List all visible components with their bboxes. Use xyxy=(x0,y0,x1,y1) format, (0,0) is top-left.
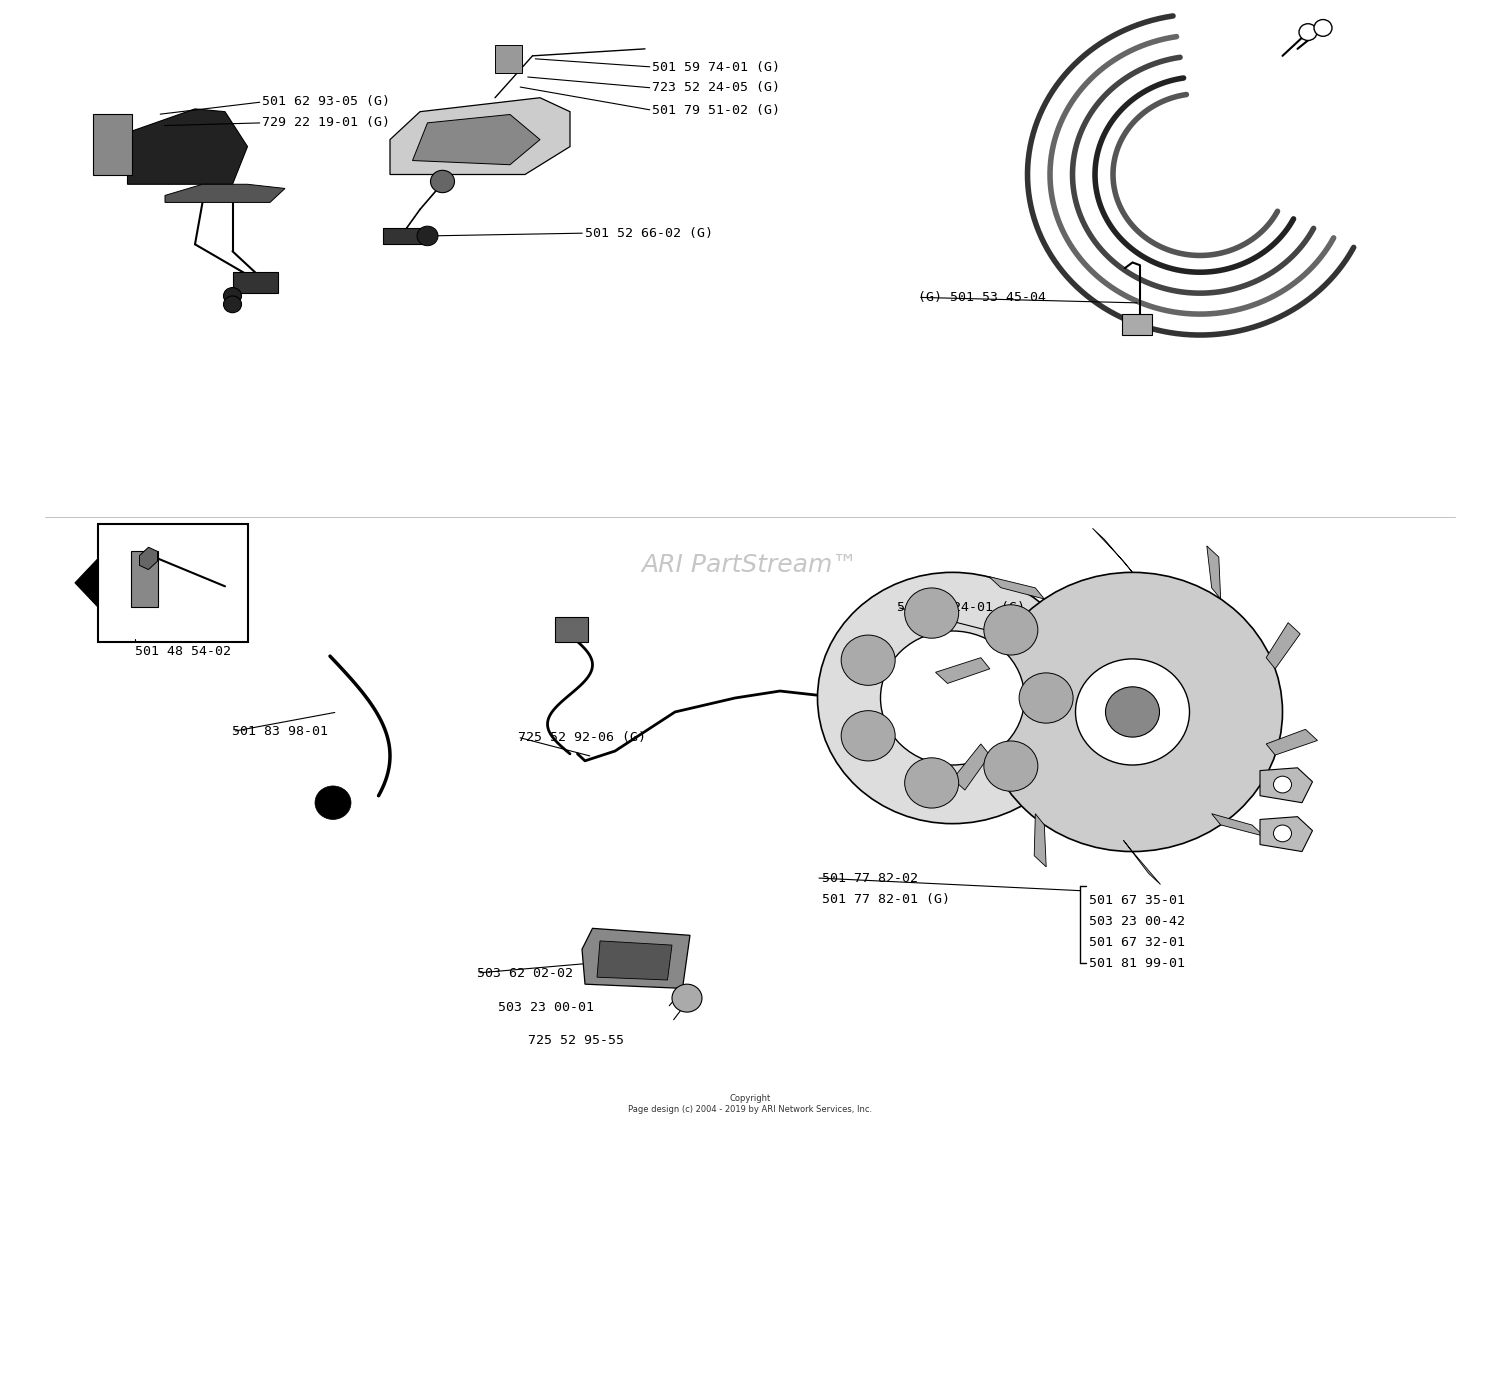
Polygon shape xyxy=(582,928,690,988)
Circle shape xyxy=(1274,825,1292,842)
Circle shape xyxy=(1076,659,1190,765)
Text: 725 52 95-55: 725 52 95-55 xyxy=(528,1033,624,1047)
Text: 501 79 51-02 (G): 501 79 51-02 (G) xyxy=(652,103,780,117)
Circle shape xyxy=(1274,776,1292,793)
Polygon shape xyxy=(1266,729,1317,755)
Text: 503 62 02-02: 503 62 02-02 xyxy=(477,966,573,980)
Circle shape xyxy=(224,296,242,313)
Text: 501 48 54-02: 501 48 54-02 xyxy=(135,645,231,658)
Polygon shape xyxy=(165,184,285,202)
Bar xyxy=(495,45,522,73)
Polygon shape xyxy=(1092,528,1132,572)
Text: Page design (c) 2004 - 2019 by ARI Network Services, Inc.: Page design (c) 2004 - 2019 by ARI Netwo… xyxy=(628,1106,872,1114)
Circle shape xyxy=(880,631,1024,765)
Circle shape xyxy=(1019,673,1072,723)
Circle shape xyxy=(224,288,242,304)
Circle shape xyxy=(982,572,1282,852)
Polygon shape xyxy=(128,109,248,184)
Polygon shape xyxy=(597,941,672,980)
Polygon shape xyxy=(1260,768,1312,803)
Polygon shape xyxy=(952,744,990,790)
Polygon shape xyxy=(140,547,158,570)
Polygon shape xyxy=(413,114,540,165)
Polygon shape xyxy=(1124,840,1161,885)
Text: 501 62 93-05 (G): 501 62 93-05 (G) xyxy=(262,95,390,109)
Circle shape xyxy=(1299,24,1317,40)
Circle shape xyxy=(842,635,896,685)
Text: 501 83 98-01: 501 83 98-01 xyxy=(232,725,328,738)
Bar xyxy=(555,617,588,642)
Circle shape xyxy=(818,572,1088,824)
Text: 501 67 32-01: 501 67 32-01 xyxy=(1089,935,1185,949)
Text: 729 22 19-01 (G): 729 22 19-01 (G) xyxy=(262,116,390,130)
Polygon shape xyxy=(1034,814,1046,867)
Polygon shape xyxy=(1212,814,1264,836)
Polygon shape xyxy=(1260,817,1312,852)
Circle shape xyxy=(672,984,702,1012)
Circle shape xyxy=(430,170,454,193)
Text: 501 59 74-01 (G): 501 59 74-01 (G) xyxy=(652,60,780,74)
Text: 503 23 00-01: 503 23 00-01 xyxy=(498,1001,594,1015)
Text: 501 67 35-01: 501 67 35-01 xyxy=(1089,893,1185,907)
Bar xyxy=(382,228,424,244)
Text: (G) 501 53 45-04: (G) 501 53 45-04 xyxy=(918,290,1046,304)
Bar xyxy=(1122,314,1152,335)
Text: 501 77 82-02: 501 77 82-02 xyxy=(822,871,918,885)
Circle shape xyxy=(984,741,1038,792)
Polygon shape xyxy=(988,577,1044,599)
Bar xyxy=(98,524,248,642)
Circle shape xyxy=(417,226,438,246)
Bar xyxy=(130,551,158,607)
Polygon shape xyxy=(936,658,990,684)
Circle shape xyxy=(1314,20,1332,36)
Bar xyxy=(232,272,278,293)
Text: 725 52 92-06 (G): 725 52 92-06 (G) xyxy=(518,730,645,744)
Circle shape xyxy=(842,711,896,761)
Text: 501 77 82-01 (G): 501 77 82-01 (G) xyxy=(822,892,950,906)
Circle shape xyxy=(904,758,958,808)
Circle shape xyxy=(315,786,351,819)
Circle shape xyxy=(984,604,1038,655)
Text: 723 52 24-05 (G): 723 52 24-05 (G) xyxy=(652,81,780,95)
Text: 501 52 66-02 (G): 501 52 66-02 (G) xyxy=(585,226,712,240)
Circle shape xyxy=(904,588,958,638)
Text: 501 81 99-01: 501 81 99-01 xyxy=(1089,956,1185,970)
Text: 503 23 00-42: 503 23 00-42 xyxy=(1089,914,1185,928)
Text: 501 80 24-01 (G): 501 80 24-01 (G) xyxy=(897,600,1024,614)
Polygon shape xyxy=(93,114,132,174)
Text: Copyright: Copyright xyxy=(729,1094,771,1103)
Polygon shape xyxy=(1208,546,1221,599)
Polygon shape xyxy=(1266,623,1300,669)
Text: ARI PartStream™: ARI PartStream™ xyxy=(642,553,858,578)
Polygon shape xyxy=(390,98,570,174)
Polygon shape xyxy=(75,558,98,606)
Circle shape xyxy=(1106,687,1160,737)
